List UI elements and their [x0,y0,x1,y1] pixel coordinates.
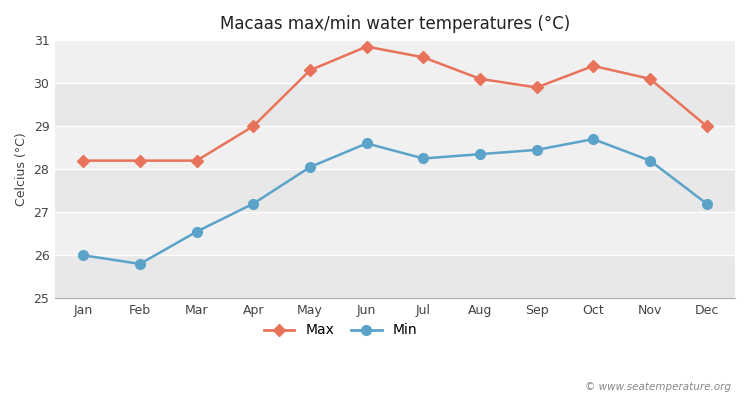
Max [589,64,598,68]
Max [305,68,314,73]
Min [476,152,484,156]
Min [589,137,598,142]
Max [192,158,201,163]
Text: © www.seatemperature.org: © www.seatemperature.org [585,382,731,392]
Min [249,201,258,206]
Max [646,76,655,81]
Line: Min: Min [79,134,712,269]
Bar [55,40,735,83]
Max [79,158,88,163]
Max [419,55,428,60]
Y-axis label: Celcius (°C): Celcius (°C) [15,132,28,206]
Bar [55,255,735,298]
Max [702,124,711,128]
Max [476,76,484,81]
Bar [55,169,735,212]
Max [362,44,371,49]
Bar [55,83,735,126]
Min [702,201,711,206]
Min [362,141,371,146]
Min [419,156,428,161]
Max [249,124,258,128]
Legend: Max, Min: Max, Min [258,318,423,343]
Min [305,165,314,170]
Min [79,253,88,258]
Max [532,85,542,90]
Line: Max: Max [80,42,711,165]
Min [192,229,201,234]
Bar [55,212,735,255]
Min [646,158,655,163]
Max [136,158,145,163]
Title: Macaas max/min water temperatures (°C): Macaas max/min water temperatures (°C) [220,15,570,33]
Min [532,148,542,152]
Bar [55,126,735,169]
Min [136,262,145,266]
